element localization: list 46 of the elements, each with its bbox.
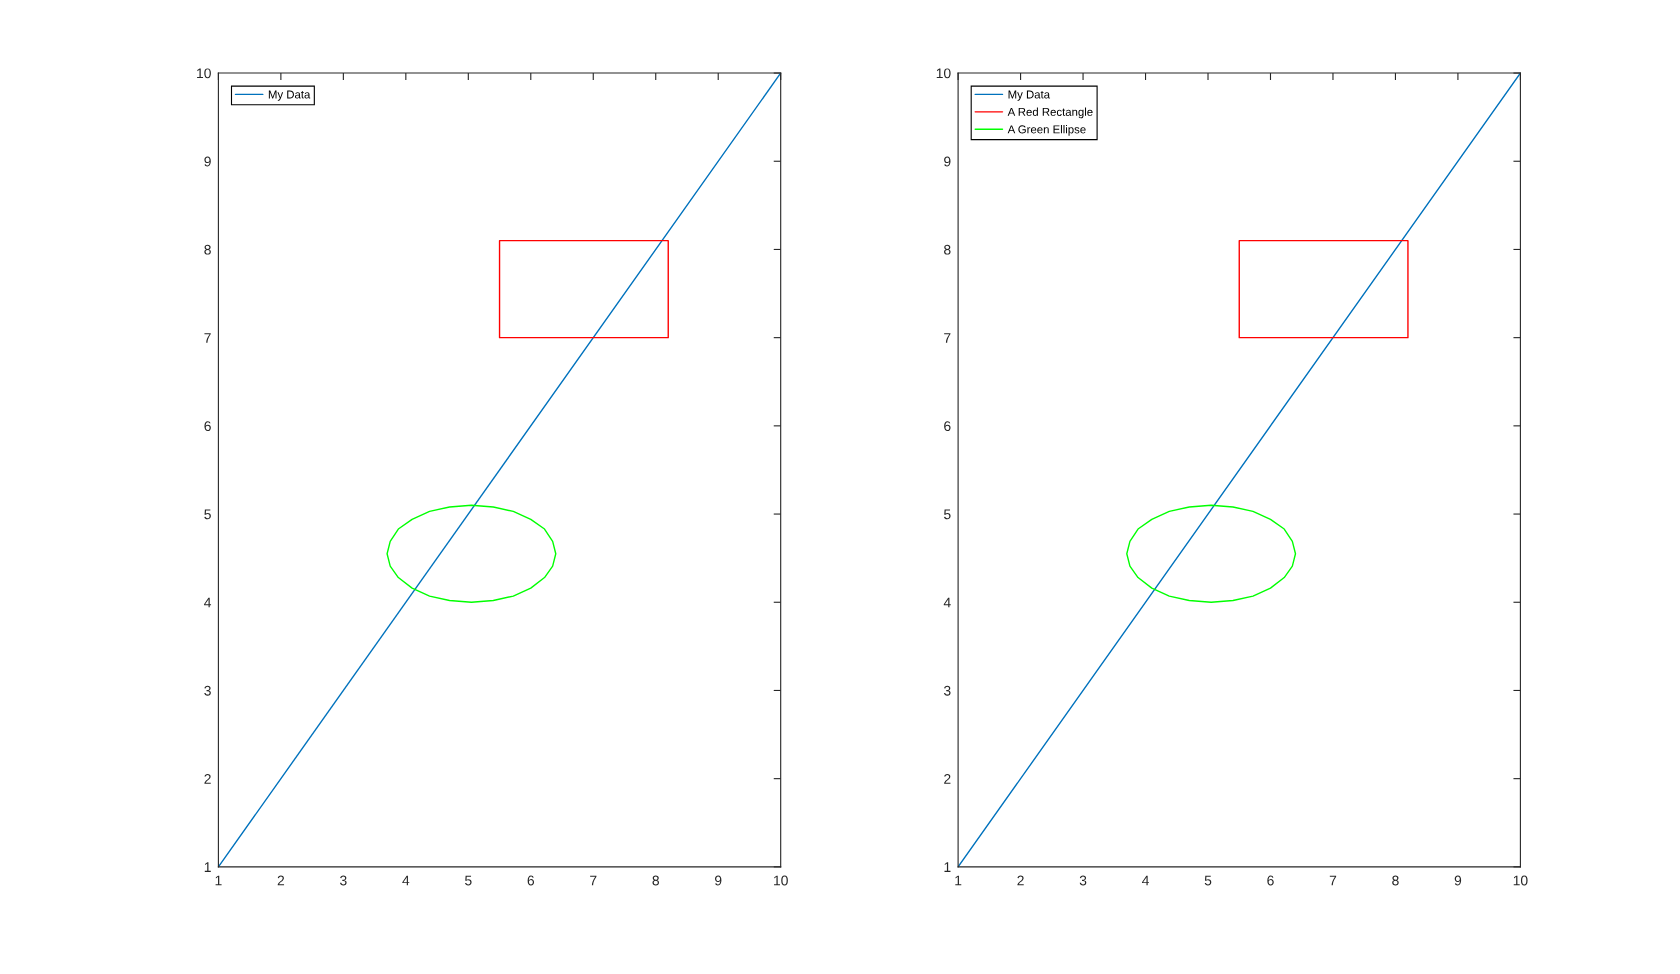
- y-tick-label: 6: [204, 421, 211, 432]
- x-tick-label: 5: [1204, 875, 1212, 886]
- legend-label: A Red Rectangle: [1007, 107, 1093, 119]
- x-tick-label: 1: [215, 875, 222, 886]
- y-tick-label: 5: [204, 509, 211, 520]
- y-tick-label: 1: [204, 862, 211, 872]
- y-tick-label: 9: [944, 156, 951, 167]
- y-tick-label: 3: [204, 685, 211, 696]
- x-tick-label: 1: [955, 875, 962, 886]
- y-tick-label: 4: [943, 597, 951, 608]
- x-tick-label: 8: [652, 875, 659, 886]
- x-tick-label: 6: [1267, 875, 1274, 886]
- x-tick-label: 10: [1513, 875, 1528, 886]
- x-tick-label: 7: [1329, 875, 1337, 886]
- x-tick-label: 4: [402, 875, 410, 886]
- line-series: [1126, 504, 1297, 603]
- y-tick-label: 8: [944, 244, 951, 255]
- legend-label: A Green Ellipse: [1007, 125, 1086, 136]
- y-tick-label: 7: [944, 333, 951, 343]
- x-tick-label: 10: [774, 875, 788, 886]
- y-tick-label: 9: [204, 156, 211, 167]
- y-tick-label: 6: [944, 421, 951, 432]
- x-tick-label: 2: [1017, 875, 1024, 886]
- y-tick-label: 2: [204, 773, 211, 784]
- line-series: [386, 504, 557, 603]
- x-tick-label: 3: [1079, 875, 1087, 886]
- x-tick-label: 3: [340, 875, 347, 886]
- x-tick-label: 4: [1141, 875, 1149, 886]
- y-tick-label: 2: [944, 773, 951, 784]
- legend-label: My Data: [1008, 90, 1051, 101]
- y-tick-label: 7: [204, 333, 211, 343]
- x-tick-label: 2: [277, 875, 285, 886]
- y-tick-label: 3: [943, 685, 951, 696]
- x-tick-label: 7: [590, 875, 597, 886]
- y-tick-label: 10: [936, 68, 951, 79]
- y-tick-label: 4: [204, 597, 212, 608]
- x-tick-label: 5: [465, 875, 472, 886]
- y-tick-label: 1: [944, 862, 951, 872]
- x-tick-label: 6: [527, 875, 535, 886]
- y-tick-label: 5: [943, 509, 951, 520]
- y-tick-label: 10: [197, 68, 211, 79]
- x-tick-label: 9: [715, 875, 722, 886]
- y-tick-label: 8: [204, 244, 211, 255]
- x-tick-label: 9: [1454, 875, 1462, 886]
- legend-label: My Data: [268, 90, 311, 101]
- x-tick-label: 8: [1392, 875, 1399, 886]
